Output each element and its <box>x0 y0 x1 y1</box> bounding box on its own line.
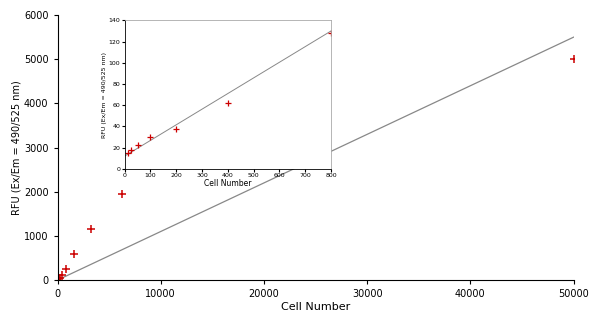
Point <box>69 251 79 256</box>
Point <box>569 57 578 62</box>
Point <box>311 57 320 62</box>
Point <box>117 191 127 196</box>
X-axis label: Cell Number: Cell Number <box>281 302 350 312</box>
Point <box>61 266 71 271</box>
Y-axis label: RFU (Ex/Em = 490/525 nm): RFU (Ex/Em = 490/525 nm) <box>11 80 21 215</box>
Point <box>54 276 64 282</box>
Point <box>182 141 191 146</box>
Point <box>55 275 64 280</box>
Point <box>57 272 67 277</box>
Point <box>86 227 95 232</box>
